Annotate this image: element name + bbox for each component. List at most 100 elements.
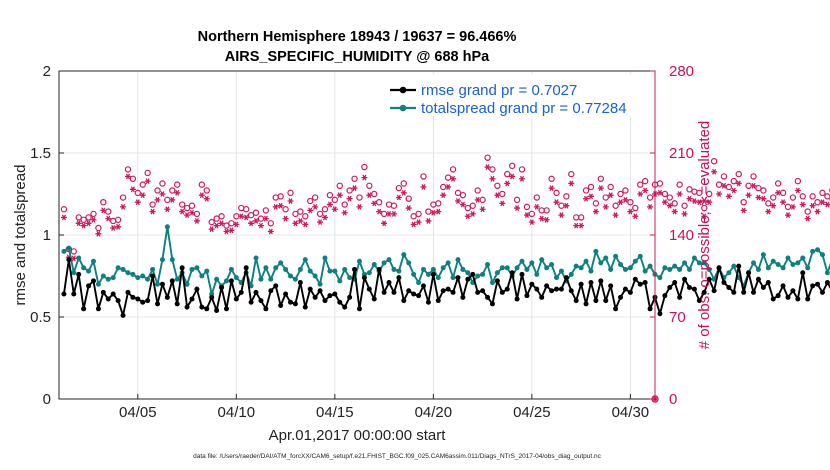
- totalspread-point: [780, 265, 786, 271]
- rmse-point: [406, 288, 412, 294]
- obs-possible-marker: [612, 202, 619, 209]
- obs-possible-marker: [60, 206, 68, 213]
- rmse-point: [637, 281, 643, 287]
- obs-evaluated-marker: [184, 212, 191, 219]
- totalspread-point: [135, 275, 141, 281]
- obs-possible-marker: [213, 215, 220, 222]
- obs-evaluated-marker: [701, 213, 708, 220]
- obs-evaluated-marker: [376, 208, 383, 215]
- rmse-point: [741, 289, 747, 295]
- obs-possible-marker: [504, 170, 511, 178]
- obs-evaluated-marker: [686, 195, 693, 202]
- obs-possible-marker: [804, 208, 811, 215]
- totalspread-point: [416, 280, 422, 286]
- rmse-point: [608, 283, 614, 289]
- totalspread-point: [765, 265, 771, 271]
- rmse-point: [785, 294, 791, 300]
- rmse-point: [760, 284, 766, 290]
- rmse-point: [824, 280, 830, 286]
- obs-possible-marker: [779, 189, 787, 197]
- obs-evaluated-marker: [676, 191, 683, 197]
- obs-possible-marker: [592, 200, 600, 207]
- y-axis-label: rmse and totalspread: [12, 165, 29, 306]
- obs-possible-marker: [228, 220, 235, 227]
- rmse-point: [430, 271, 436, 277]
- totalspread-point: [549, 262, 555, 268]
- obs-evaluated-marker: [415, 219, 422, 226]
- obs-evaluated-marker: [479, 206, 486, 213]
- obs-evaluated-marker: [765, 208, 772, 215]
- y-tick-label: 1: [43, 227, 51, 244]
- obs-evaluated-marker: [262, 215, 269, 222]
- totalspread-point: [790, 262, 796, 268]
- obs-possible-marker: [90, 210, 97, 218]
- totalspread-point: [356, 258, 362, 264]
- obs-possible-marker: [701, 204, 708, 212]
- obs-evaluated-marker: [144, 178, 151, 185]
- obs-possible-marker: [646, 194, 654, 201]
- obs-possible-marker: [745, 182, 752, 189]
- totalspread-point: [223, 278, 229, 284]
- totalspread-point: [115, 265, 121, 271]
- rmse-point: [677, 294, 683, 300]
- obs-possible-marker: [637, 181, 644, 188]
- obs-possible-marker: [134, 189, 142, 197]
- rmse-point: [352, 266, 358, 272]
- obs-evaluated-marker: [602, 203, 609, 210]
- rmse-point: [815, 281, 821, 287]
- y-tick-label: 0: [43, 391, 51, 408]
- rmse-point: [445, 286, 451, 292]
- obs-possible-marker: [351, 175, 358, 182]
- rmse-point: [411, 291, 417, 297]
- rmse-point: [485, 294, 491, 300]
- obs-possible-marker: [435, 200, 442, 207]
- rmse-point: [716, 265, 722, 271]
- totalspread-point: [691, 255, 697, 261]
- rmse-point: [686, 284, 692, 290]
- rmse-point: [440, 288, 446, 294]
- rmse-point: [396, 275, 402, 281]
- rmse-point: [125, 289, 131, 295]
- chart-subtitle: AIRS_SPECIFIC_HUMIDITY @ 688 hPa: [225, 49, 490, 65]
- obs-evaluated-marker: [223, 228, 230, 235]
- rmse-point: [524, 293, 530, 299]
- rmse-point: [499, 289, 505, 295]
- obs-possible-marker: [262, 207, 270, 214]
- y2-tick-label: 140: [669, 227, 694, 244]
- totalspread-point: [288, 273, 294, 279]
- totalspread-point: [228, 266, 234, 272]
- totalspread-point: [622, 266, 628, 272]
- rmse-point: [755, 276, 761, 282]
- obs-possible-marker: [287, 189, 294, 197]
- obs-evaluated-marker: [277, 202, 284, 209]
- rmse-line: [62, 258, 830, 317]
- obs-evaluated-marker: [789, 203, 796, 210]
- obs-evaluated-marker: [243, 214, 250, 221]
- obs-evaluated-marker: [179, 208, 186, 215]
- obs-evaluated-marker: [597, 185, 604, 192]
- obs-evaluated-marker: [617, 199, 624, 206]
- obs-evaluated-marker: [75, 220, 82, 227]
- totalspread-point: [701, 260, 707, 266]
- obs-evaluated-marker: [459, 201, 466, 208]
- totalspread-point: [613, 253, 619, 259]
- rmse-point: [810, 283, 816, 289]
- x-axis-ticks: 04/05 04/10 04/15 04/20 04/25 04/30: [119, 394, 649, 421]
- obs-possible-marker: [602, 194, 609, 201]
- rmse-point: [598, 278, 604, 284]
- obs-evaluated-marker: [85, 220, 92, 227]
- obs-possible-marker: [267, 220, 275, 227]
- totalspread-point: [164, 224, 170, 230]
- rmse-point: [86, 283, 92, 289]
- obs-evaluated-marker: [90, 216, 97, 223]
- legend-spread-marker: [399, 104, 407, 112]
- totalspread-point: [450, 275, 456, 281]
- obs-possible-marker: [346, 187, 353, 194]
- totalspread-point: [529, 260, 535, 266]
- obs-possible-marker: [405, 195, 412, 202]
- obs-evaluated-marker: [420, 184, 427, 190]
- obs-count-series: [60, 154, 830, 403]
- obs-possible-marker: [568, 170, 575, 178]
- x-axis-label: Apr.01,2017 00:00:00 start: [269, 427, 447, 444]
- chart-title: Northern Hemisphere 18943 / 19637 = 96.4…: [198, 29, 517, 45]
